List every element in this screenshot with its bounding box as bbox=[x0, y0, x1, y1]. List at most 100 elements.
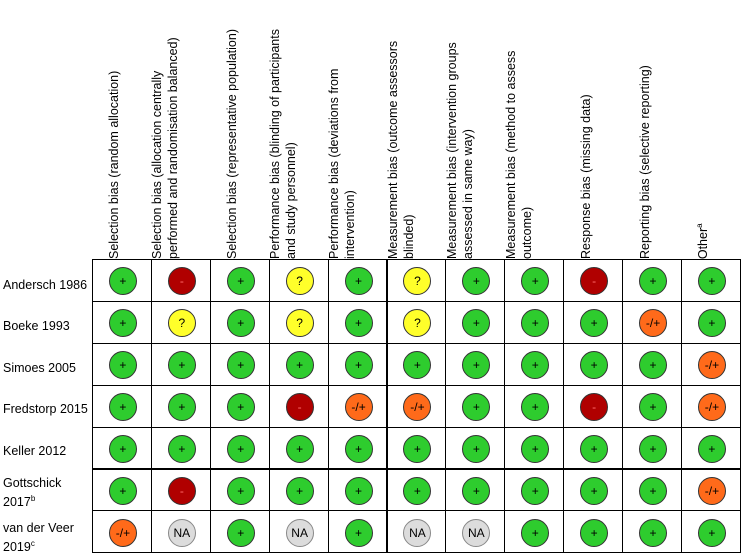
low-risk-dot: + bbox=[344, 267, 373, 296]
column-header: Measurement bias (outcome assessors blin… bbox=[385, 19, 417, 259]
not-applicable-dot: NA bbox=[462, 518, 491, 547]
low-risk-dot: + bbox=[344, 309, 373, 338]
rating-cell: + bbox=[504, 384, 565, 428]
column-header-text: Performance bias (blinding of participan… bbox=[268, 29, 299, 259]
rating-cell: + bbox=[92, 468, 152, 512]
study-label-footnote: c bbox=[30, 539, 35, 548]
low-risk-dot: + bbox=[226, 393, 255, 422]
column-header: Othera bbox=[692, 19, 711, 259]
low-risk-dot: + bbox=[639, 435, 668, 464]
rating-cell: + bbox=[563, 300, 624, 344]
study-label: Andersch 1986 bbox=[3, 278, 88, 292]
column-header: Response bias (missing data) bbox=[578, 19, 594, 259]
low-risk-dot: + bbox=[462, 476, 491, 505]
column-header: Selection bias (random allocation) bbox=[106, 19, 122, 259]
low-risk-dot: + bbox=[521, 351, 550, 380]
rating-cell: + bbox=[209, 468, 270, 512]
rating-cell: NA bbox=[445, 510, 506, 554]
rating-cell: -/+ bbox=[681, 342, 741, 386]
rating-cell: + bbox=[504, 426, 565, 470]
rating-cell: - bbox=[150, 259, 211, 302]
column-header: Measurement bias (method to assess outco… bbox=[503, 19, 535, 259]
low-risk-dot: + bbox=[344, 476, 373, 505]
rating-cell: + bbox=[563, 342, 624, 386]
rating-cell: -/+ bbox=[622, 300, 682, 344]
not-applicable-dot: NA bbox=[167, 518, 196, 547]
study-label-footnote: b bbox=[30, 494, 36, 503]
low-risk-dot: + bbox=[521, 435, 550, 464]
low-risk-dot: + bbox=[462, 435, 491, 464]
rating-cell: + bbox=[504, 259, 565, 302]
rating-cell: + bbox=[445, 259, 506, 302]
low-risk-dot: + bbox=[344, 518, 373, 547]
column-header: Performance bias (blinding of participan… bbox=[267, 19, 299, 259]
column-header-text: Reporting bias (selective reporting) bbox=[637, 65, 652, 259]
low-risk-dot: + bbox=[285, 476, 314, 505]
rating-cell: + bbox=[209, 426, 270, 470]
column-header-text: Measurement bias (outcome assessors blin… bbox=[385, 40, 416, 259]
column-header-text: Response bias (missing data) bbox=[578, 94, 593, 259]
rating-cell: - bbox=[268, 384, 329, 428]
low-risk-dot: + bbox=[226, 351, 255, 380]
rating-cell: ? bbox=[386, 259, 447, 302]
column-header-text: Other bbox=[696, 227, 711, 259]
column-header: Selection bias (allocation centrally per… bbox=[149, 19, 181, 259]
rating-cell: + bbox=[563, 426, 624, 470]
column-header-text: Measurement bias (method to assess outco… bbox=[503, 50, 534, 259]
low-risk-dot: + bbox=[344, 435, 373, 464]
rating-cell: + bbox=[268, 468, 329, 512]
high-risk-dot: - bbox=[580, 393, 609, 422]
high-risk-dot: - bbox=[580, 267, 609, 296]
rating-cell: + bbox=[209, 510, 270, 554]
not-applicable-dot: NA bbox=[403, 518, 432, 547]
column-header: Selection bias (representative populatio… bbox=[224, 19, 240, 259]
rating-cell: + bbox=[445, 300, 506, 344]
low-risk-dot: + bbox=[462, 309, 491, 338]
low-risk-dot: + bbox=[226, 476, 255, 505]
low-risk-dot: + bbox=[167, 351, 196, 380]
low-risk-dot: + bbox=[108, 309, 137, 338]
low-risk-dot: + bbox=[403, 351, 432, 380]
low-risk-dot: + bbox=[697, 518, 726, 547]
low-risk-dot: + bbox=[521, 393, 550, 422]
study-label: Gottschick 2017b bbox=[3, 475, 91, 510]
rating-cell: + bbox=[150, 426, 211, 470]
some-concerns-dot: -/+ bbox=[344, 393, 373, 422]
column-header-text: Selection bias (allocation centrally per… bbox=[150, 37, 181, 259]
low-risk-dot: + bbox=[697, 435, 726, 464]
low-risk-dot: + bbox=[521, 267, 550, 296]
low-risk-dot: + bbox=[108, 476, 137, 505]
low-risk-dot: + bbox=[226, 309, 255, 338]
low-risk-dot: + bbox=[580, 476, 609, 505]
rating-cell: -/+ bbox=[386, 384, 447, 428]
rating-cell: + bbox=[622, 426, 682, 470]
low-risk-dot: + bbox=[285, 435, 314, 464]
rating-cell: + bbox=[92, 342, 152, 386]
rating-cell: + bbox=[209, 259, 270, 302]
low-risk-dot: + bbox=[462, 267, 491, 296]
rating-cell: - bbox=[563, 384, 624, 428]
rating-cell: + bbox=[327, 300, 388, 344]
rating-cell: + bbox=[622, 384, 682, 428]
low-risk-dot: + bbox=[462, 393, 491, 422]
rating-cell: + bbox=[92, 384, 152, 428]
rating-cell: + bbox=[92, 300, 152, 344]
rating-cell: + bbox=[445, 426, 506, 470]
rating-cell: + bbox=[150, 342, 211, 386]
rating-cell: + bbox=[504, 300, 565, 344]
rating-cell: + bbox=[386, 426, 447, 470]
rating-cell: + bbox=[327, 342, 388, 386]
rating-cell: NA bbox=[150, 510, 211, 554]
rating-cell: ? bbox=[150, 300, 211, 344]
rating-cell: + bbox=[445, 468, 506, 512]
rating-cell: + bbox=[209, 300, 270, 344]
low-risk-dot: + bbox=[639, 393, 668, 422]
study-label: Simoes 2005 bbox=[3, 361, 76, 375]
rating-cell: + bbox=[622, 468, 682, 512]
rating-cell: + bbox=[504, 468, 565, 512]
rating-cell: + bbox=[622, 259, 682, 302]
low-risk-dot: + bbox=[403, 476, 432, 505]
low-risk-dot: + bbox=[580, 435, 609, 464]
unclear-risk-dot: ? bbox=[403, 267, 432, 296]
